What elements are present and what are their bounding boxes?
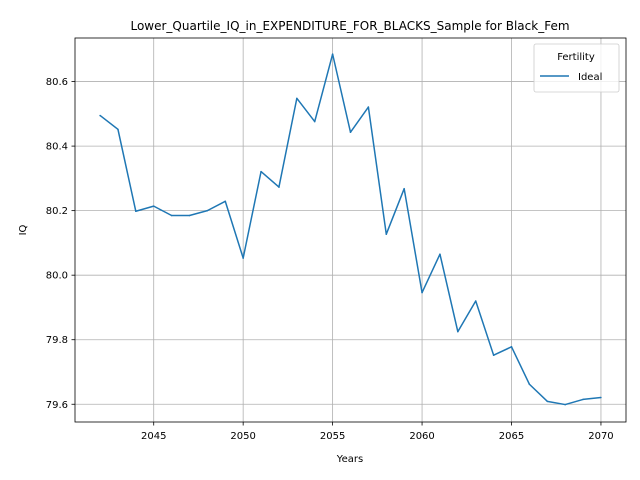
legend-box [533, 43, 620, 93]
data-point [242, 257, 244, 259]
y-axis-label: IQ [18, 224, 29, 235]
y-tick-label: 79.8 [46, 335, 68, 346]
x-tick-label: 2065 [499, 431, 524, 442]
data-point [474, 300, 477, 302]
data-point [582, 398, 584, 401]
y-tick-label: 80.0 [46, 271, 68, 282]
data-point [170, 214, 173, 217]
x-tick-label: 2060 [409, 431, 434, 442]
x-tick-label: 2055 [320, 431, 345, 442]
legend: Fertility Ideal [533, 43, 620, 93]
data-point [296, 97, 298, 100]
data-point [224, 200, 227, 203]
series-layer [99, 53, 602, 406]
data-point [99, 114, 101, 117]
data-point [439, 253, 441, 255]
data-point [260, 170, 262, 173]
data-point [385, 233, 388, 235]
legend-label-ideal: Ideal [578, 72, 602, 83]
data-point [313, 120, 316, 123]
data-point [528, 383, 531, 385]
y-tick-label: 80.6 [46, 77, 68, 88]
data-point [546, 400, 549, 403]
data-point [206, 209, 209, 212]
y-tick-label: 80.4 [46, 142, 68, 153]
data-point [403, 187, 405, 190]
axis-ticks: 2045 2050 2055 2060 2065 2070 79.6 79.8 80.0 80.2… [46, 77, 614, 442]
data-point [278, 186, 280, 188]
data-point [349, 131, 352, 133]
chart-title: Lower_Quartile_IQ_in_EXPENDITURE_FOR_BLA… [130, 19, 569, 33]
x-tick-label: 2045 [141, 431, 166, 442]
data-point [510, 346, 513, 348]
data-point [152, 205, 155, 207]
data-point [492, 354, 495, 356]
data-point [367, 106, 370, 108]
plot-area-frame [74, 37, 627, 423]
data-point [600, 396, 602, 399]
y-tick-label: 79.6 [46, 400, 68, 411]
data-point [117, 128, 119, 131]
legend-title: Fertility [557, 52, 595, 63]
x-axis-label: Years [336, 454, 363, 465]
data-point [564, 403, 566, 406]
x-tick-label: 2070 [588, 431, 613, 442]
data-point [421, 291, 423, 294]
data-point [457, 330, 459, 333]
data-point [135, 210, 137, 213]
data-point [331, 53, 334, 55]
y-tick-label: 80.2 [46, 206, 68, 217]
data-point [188, 214, 191, 217]
x-tick-label: 2050 [230, 431, 255, 442]
grid [75, 38, 626, 422]
